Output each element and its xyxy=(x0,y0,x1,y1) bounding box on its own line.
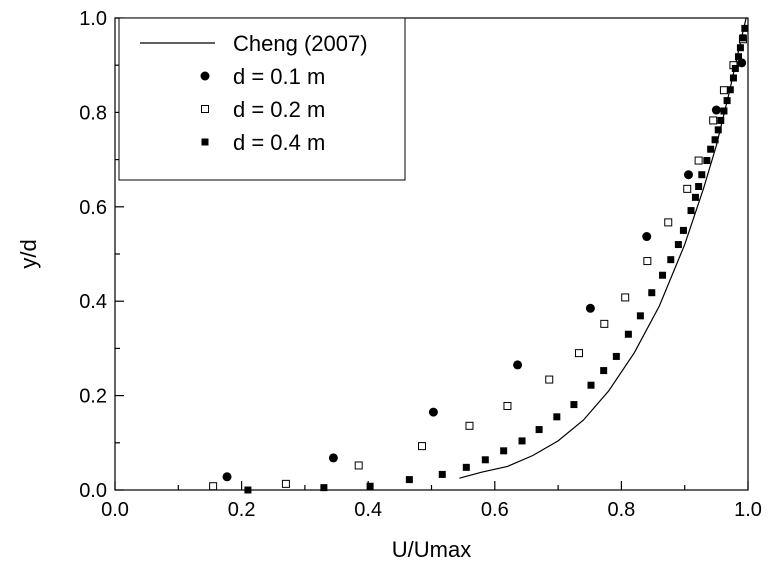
data-point xyxy=(636,312,644,320)
series-line xyxy=(459,17,747,479)
data-point xyxy=(366,482,374,490)
data-point xyxy=(465,421,474,430)
data-point xyxy=(736,44,744,52)
legend-entry-label: d = 0.1 m xyxy=(233,64,325,89)
data-point xyxy=(719,86,728,95)
data-point xyxy=(624,330,632,338)
data-point xyxy=(553,413,561,421)
data-point xyxy=(209,482,218,491)
data-point xyxy=(612,352,620,360)
data-point xyxy=(667,256,675,264)
data-point xyxy=(717,116,725,124)
data-point xyxy=(354,461,363,470)
y-tick-label: 1.0 xyxy=(79,8,107,30)
data-point xyxy=(707,145,715,153)
axis-tick-labels: 0.0 0.2 0.4 0.6 0.8 1.0 0.0 0.2 0.4 0.6 0.8 1.0 xyxy=(79,8,762,521)
legend-entry-label: Cheng (2007) xyxy=(233,31,368,56)
data-point xyxy=(320,484,328,492)
y-tick-label: 0.8 xyxy=(79,102,107,124)
series-2 xyxy=(209,35,747,491)
data-point xyxy=(711,136,719,144)
y-tick-label: 0.2 xyxy=(79,386,107,408)
series-layer xyxy=(209,17,749,494)
legend-marker-swatch xyxy=(200,71,210,81)
data-point xyxy=(643,257,652,266)
y-axis-title: y/d xyxy=(16,239,41,268)
x-tick-label: 0.6 xyxy=(481,499,509,521)
data-point xyxy=(535,426,543,434)
y-tick-label: 0.6 xyxy=(79,197,107,219)
data-point xyxy=(720,107,728,115)
data-point xyxy=(691,193,699,201)
legend-entry-label: d = 0.4 m xyxy=(233,130,325,155)
data-point xyxy=(503,401,512,410)
data-point xyxy=(683,170,693,180)
data-point xyxy=(726,86,734,94)
data-point xyxy=(703,157,711,165)
data-point xyxy=(418,442,427,451)
data-point xyxy=(585,303,595,313)
data-point xyxy=(664,218,673,227)
data-point xyxy=(428,407,438,417)
data-point xyxy=(570,401,578,409)
data-point xyxy=(545,375,554,384)
series-3 xyxy=(244,24,749,494)
data-point xyxy=(659,271,667,279)
data-point xyxy=(687,207,695,215)
legend-box xyxy=(118,17,406,181)
data-point xyxy=(600,319,609,328)
data-point xyxy=(729,74,737,82)
data-point xyxy=(731,65,739,73)
legend-entry-label: d = 0.2 m xyxy=(233,97,325,122)
data-point xyxy=(481,456,489,464)
data-point xyxy=(735,53,743,61)
data-point xyxy=(683,184,692,193)
x-tick-label: 0.8 xyxy=(607,499,635,521)
y-tick-label: 0.4 xyxy=(79,291,107,313)
data-point xyxy=(438,470,446,478)
data-point xyxy=(741,24,749,32)
data-point xyxy=(642,232,652,242)
data-point xyxy=(518,437,526,445)
data-point xyxy=(513,360,523,370)
data-point xyxy=(281,479,290,488)
data-point xyxy=(587,381,595,389)
x-tick-label: 1.0 xyxy=(734,499,762,521)
legend-marker-swatch xyxy=(201,138,209,146)
data-point xyxy=(648,289,656,297)
data-point xyxy=(739,34,747,42)
series-1 xyxy=(222,58,747,482)
data-point xyxy=(405,476,413,484)
data-point xyxy=(621,293,630,302)
x-tick-label: 0.4 xyxy=(354,499,382,521)
data-point xyxy=(695,183,703,191)
y-tick-label: 0.0 xyxy=(79,480,107,502)
data-point xyxy=(222,472,232,482)
data-point xyxy=(328,453,338,463)
data-point xyxy=(723,97,731,105)
legend: Cheng (2007) d = 0.1 m d = 0.2 m d = 0.4 m xyxy=(118,17,406,181)
data-point xyxy=(709,116,718,125)
data-point xyxy=(244,486,252,494)
legend-marker-swatch xyxy=(201,105,209,113)
x-tick-label: 0.0 xyxy=(101,499,129,521)
x-tick-label: 0.2 xyxy=(228,499,256,521)
data-point xyxy=(600,367,608,375)
data-point xyxy=(711,105,721,115)
data-point xyxy=(679,226,687,234)
data-point xyxy=(694,156,703,165)
data-point xyxy=(574,349,583,358)
data-point xyxy=(714,126,722,134)
axis-ticks xyxy=(114,17,749,491)
series-0 xyxy=(459,17,747,479)
data-point xyxy=(462,463,470,471)
x-axis-title: U/Umax xyxy=(392,537,471,562)
data-point xyxy=(674,241,682,249)
data-point xyxy=(500,447,508,455)
data-point xyxy=(737,58,747,68)
data-point xyxy=(698,171,706,179)
